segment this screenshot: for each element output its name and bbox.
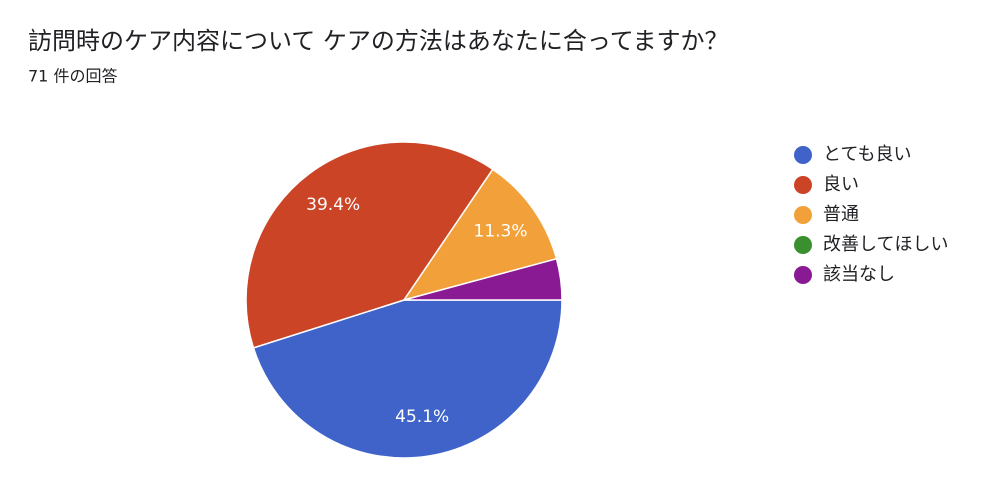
pie-slice — [245, 141, 494, 349]
legend-swatch — [794, 236, 812, 254]
legend-swatch — [794, 266, 812, 284]
pie-slice — [403, 257, 563, 301]
chart-title: 訪問時のケア内容について ケアの方法はあなたに合ってますか？ — [28, 27, 729, 55]
pie-slice — [252, 299, 563, 459]
slice-label: 45.1% — [395, 407, 449, 427]
chart-subtitle: 71 件の回答 — [28, 67, 117, 86]
legend-label: 改善してほしい — [823, 234, 948, 255]
legend-label: 該当なし — [823, 264, 895, 285]
legend-swatch — [794, 176, 812, 194]
slice-label: 39.4% — [306, 195, 360, 215]
legend-label: 普通 — [823, 204, 859, 225]
pie-slice — [402, 168, 558, 302]
slice-label: 11.3% — [474, 221, 528, 241]
legend-swatch — [794, 146, 812, 164]
legend-swatch — [794, 206, 812, 224]
legend-label: 良い — [823, 174, 859, 195]
legend-label: とても良い — [823, 144, 912, 165]
